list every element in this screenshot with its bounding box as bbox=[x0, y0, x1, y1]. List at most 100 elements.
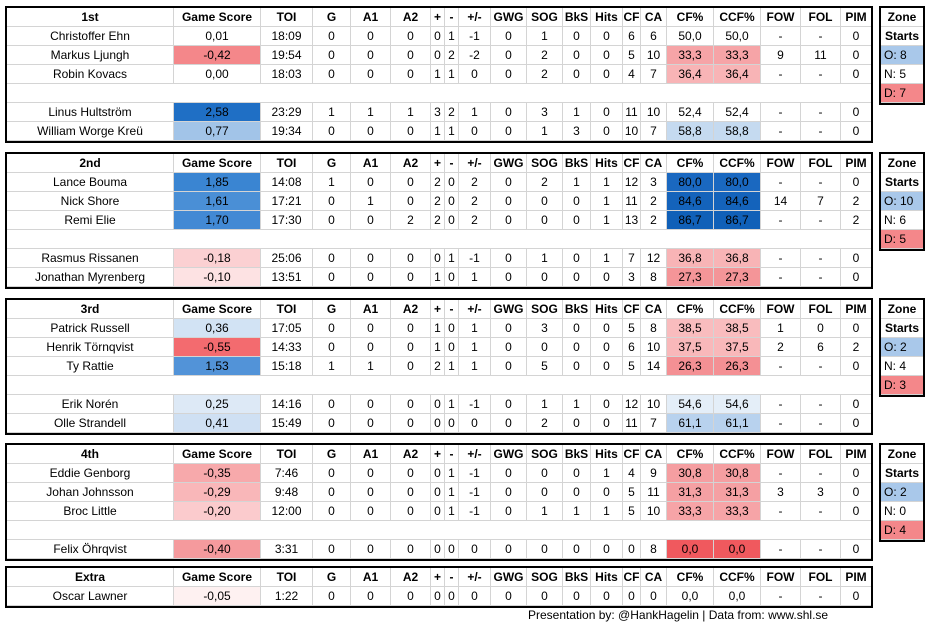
stat-gs: 0,00 bbox=[174, 65, 261, 84]
header-row: 1st Game Score TOI G A1 A2 + - +/- GWG SOG BkS Hits C… bbox=[7, 8, 871, 27]
zone-n-value: N: 4 bbox=[881, 357, 923, 376]
stat-hits: 0 bbox=[591, 122, 623, 141]
stat-a1: 0 bbox=[351, 483, 391, 502]
stat-pm: -1 bbox=[459, 395, 491, 414]
stat-cf: 6 bbox=[623, 338, 641, 357]
zone-subtitle: Starts bbox=[881, 319, 923, 338]
stat-plus: 1 bbox=[431, 319, 445, 338]
stat-fol: - bbox=[801, 587, 841, 606]
stat-bks: 0 bbox=[563, 483, 591, 502]
stat-cf: 7 bbox=[623, 249, 641, 268]
column-header: + bbox=[431, 445, 445, 464]
column-header: CA bbox=[641, 8, 667, 27]
stat-ca: 6 bbox=[641, 27, 667, 46]
stat-hits: 1 bbox=[591, 464, 623, 483]
stat-fow: 1 bbox=[761, 319, 801, 338]
stat-fow: 9 bbox=[761, 46, 801, 65]
stat-a1: 0 bbox=[351, 46, 391, 65]
stat-gs: 0,01 bbox=[174, 27, 261, 46]
stat-a2: 0 bbox=[391, 464, 431, 483]
stat-ccfp: 80,0 bbox=[714, 173, 761, 192]
stat-a1: 1 bbox=[351, 103, 391, 122]
stat-toi: 25:06 bbox=[261, 249, 313, 268]
stat-g: 0 bbox=[313, 65, 351, 84]
stat-pm: -1 bbox=[459, 502, 491, 521]
column-header: CCF% bbox=[714, 568, 761, 587]
stat-a2: 0 bbox=[391, 268, 431, 287]
stat-fol: - bbox=[801, 502, 841, 521]
stat-minus: 1 bbox=[445, 483, 459, 502]
stat-ccfp: 33,3 bbox=[714, 502, 761, 521]
column-header: BkS bbox=[563, 8, 591, 27]
column-header: GWG bbox=[491, 8, 527, 27]
stat-ccfp: 58,8 bbox=[714, 122, 761, 141]
stat-cfp: 61,1 bbox=[667, 414, 714, 433]
stat-toi: 18:03 bbox=[261, 65, 313, 84]
header-row: 4th Game Score TOI G A1 A2 + - +/- GWG SOG BkS Hits C… bbox=[7, 445, 871, 464]
stat-a1: 0 bbox=[351, 464, 391, 483]
zone-n-value: N: 6 bbox=[881, 211, 923, 230]
player-name: Oscar Lawner bbox=[7, 587, 174, 606]
stat-pm: 2 bbox=[459, 173, 491, 192]
stat-pm: 1 bbox=[459, 357, 491, 376]
player-name: Erik Norén bbox=[7, 395, 174, 414]
player-name: Linus Hultström bbox=[7, 103, 174, 122]
stat-sog: 1 bbox=[527, 249, 563, 268]
stat-fow: - bbox=[761, 414, 801, 433]
stat-plus: 0 bbox=[431, 395, 445, 414]
column-header: + bbox=[431, 568, 445, 587]
column-header: A2 bbox=[391, 568, 431, 587]
stat-fol: - bbox=[801, 103, 841, 122]
forwards-rows: Eddie Genborg -0,35 7:46 0 0 0 0 1 -1 0 0 0 1 4 9 30,8 3… bbox=[7, 464, 871, 521]
column-header: G bbox=[313, 445, 351, 464]
stat-fol: - bbox=[801, 464, 841, 483]
stat-sog: 2 bbox=[527, 46, 563, 65]
stat-minus: 1 bbox=[445, 502, 459, 521]
stat-toi: 1:22 bbox=[261, 587, 313, 606]
stat-sog: 2 bbox=[527, 173, 563, 192]
column-header: TOI bbox=[261, 154, 313, 173]
stat-fow: - bbox=[761, 103, 801, 122]
stat-a1: 0 bbox=[351, 65, 391, 84]
column-header: CF% bbox=[667, 568, 714, 587]
stat-cf: 13 bbox=[623, 211, 641, 230]
column-header: Hits bbox=[591, 300, 623, 319]
player-name: Robin Kovacs bbox=[7, 65, 174, 84]
stat-gwg: 0 bbox=[491, 103, 527, 122]
stat-pm: 1 bbox=[459, 268, 491, 287]
column-header: BkS bbox=[563, 568, 591, 587]
stat-toi: 19:54 bbox=[261, 46, 313, 65]
stat-pim: 0 bbox=[841, 173, 871, 192]
stat-ca: 10 bbox=[641, 502, 667, 521]
stat-plus: 0 bbox=[431, 46, 445, 65]
stat-cf: 4 bbox=[623, 464, 641, 483]
stat-ca: 7 bbox=[641, 414, 667, 433]
stat-a1: 0 bbox=[351, 587, 391, 606]
stat-hits: 0 bbox=[591, 414, 623, 433]
stat-pim: 0 bbox=[841, 395, 871, 414]
stat-gs: 0,25 bbox=[174, 395, 261, 414]
zone-d-value: D: 7 bbox=[881, 84, 923, 103]
stat-pim: 0 bbox=[841, 122, 871, 141]
stat-sog: 0 bbox=[527, 338, 563, 357]
column-header: Game Score bbox=[174, 300, 261, 319]
stat-cfp: 36,4 bbox=[667, 65, 714, 84]
stat-pim: 0 bbox=[841, 540, 871, 559]
stat-ccfp: 27,3 bbox=[714, 268, 761, 287]
stat-gwg: 0 bbox=[491, 173, 527, 192]
stat-g: 0 bbox=[313, 27, 351, 46]
stat-g: 0 bbox=[313, 414, 351, 433]
stat-hits: 0 bbox=[591, 587, 623, 606]
stat-fow: - bbox=[761, 249, 801, 268]
player-name: Patrick Russell bbox=[7, 319, 174, 338]
column-header: GWG bbox=[491, 445, 527, 464]
stat-cfp: 36,8 bbox=[667, 249, 714, 268]
stat-cfp: 0,0 bbox=[667, 587, 714, 606]
player-name: Johan Johnsson bbox=[7, 483, 174, 502]
column-header: CF bbox=[623, 8, 641, 27]
zone-starts-box: Zone Starts O: 10 N: 6 D: 5 bbox=[879, 152, 925, 251]
defense-rows: Rasmus Rissanen -0,18 25:06 0 0 0 0 1 -1 0 1 0 1 7 12 3… bbox=[7, 249, 871, 287]
column-header: CF% bbox=[667, 8, 714, 27]
stat-g: 0 bbox=[313, 211, 351, 230]
column-header: +/- bbox=[459, 568, 491, 587]
